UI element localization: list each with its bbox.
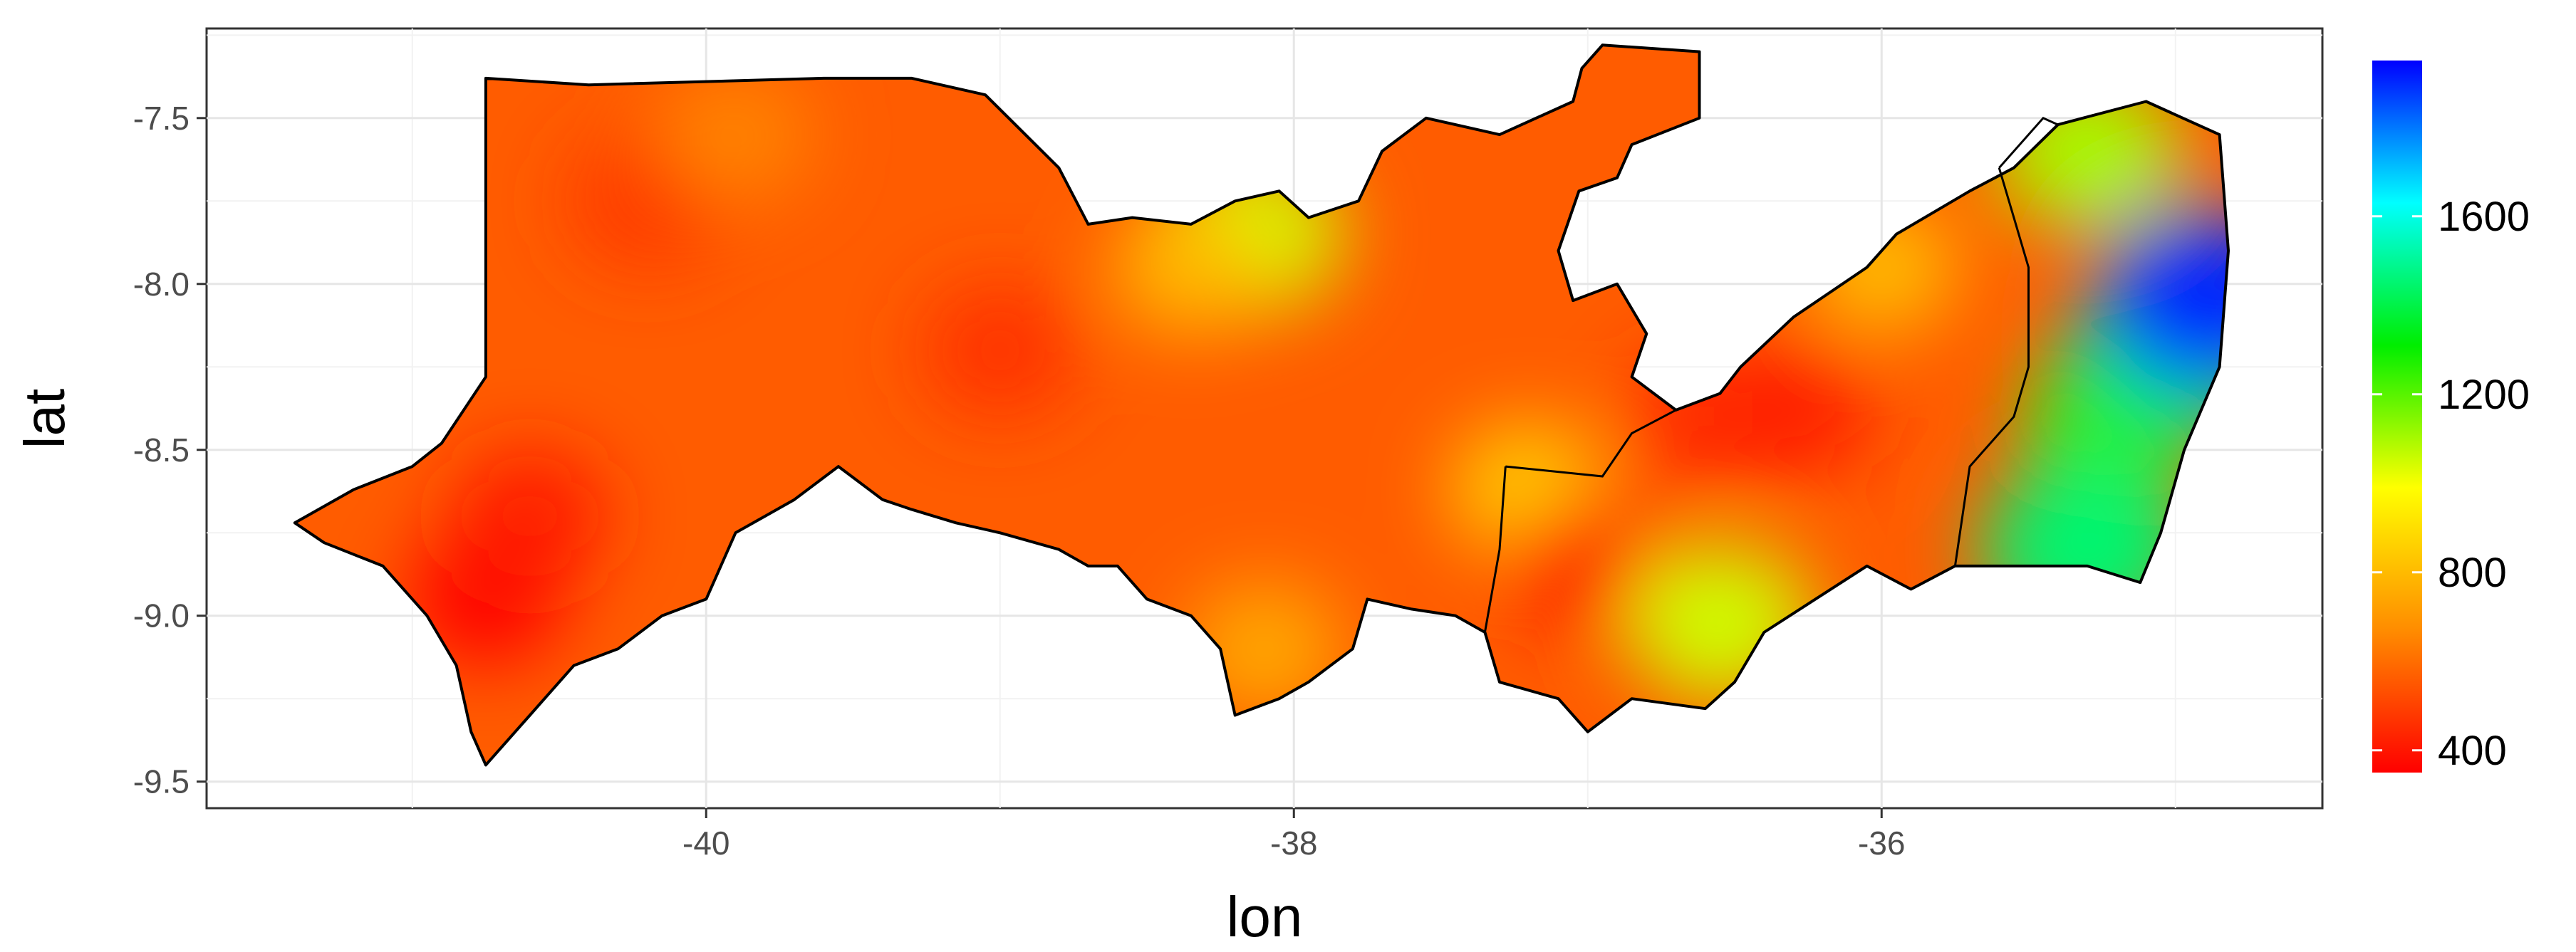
x-tick-label: -38: [1270, 825, 1317, 862]
internal-borders: [1483, 116, 2059, 633]
y-tick-label: -9.0: [133, 597, 189, 634]
value-hotspot: [657, 68, 814, 202]
value-hotspot: [2098, 209, 2228, 392]
internal-border: [1483, 466, 1507, 633]
y-tick-label: -9.5: [133, 763, 189, 800]
x-tick-label: -36: [1858, 825, 1905, 862]
color-legend: 400 800 1200 1600: [2372, 61, 2530, 774]
y-axis-title: lat: [13, 389, 76, 449]
value-hotspot: [1509, 499, 1666, 633]
axes: -40 -38 -36 -7.5 -8.0 -8.5 -9.0 -9.5: [133, 100, 1906, 862]
internal-border: [1953, 167, 2030, 567]
value-hotspot: [1112, 200, 1269, 334]
legend-tick-label: 1200: [2438, 372, 2530, 418]
internal-border: [1998, 116, 2059, 169]
x-axis-title: lon: [1227, 885, 1303, 948]
value-hotspot: [921, 283, 1079, 417]
value-hotspot: [1715, 343, 1872, 477]
value-hotspot: [451, 449, 608, 583]
legend-colorbar: [2372, 61, 2422, 773]
y-tick-label: -8.5: [133, 431, 189, 469]
state-outline: [293, 43, 2230, 767]
legend-tick-label: 400: [2438, 728, 2507, 774]
y-tick-label: -7.5: [133, 100, 189, 137]
x-tick-label: -40: [682, 825, 729, 862]
internal-border: [1505, 409, 1677, 478]
y-tick-label: -8.0: [133, 266, 189, 303]
legend-tick-label: 1600: [2438, 194, 2530, 240]
legend-tick-label: 800: [2438, 550, 2507, 596]
